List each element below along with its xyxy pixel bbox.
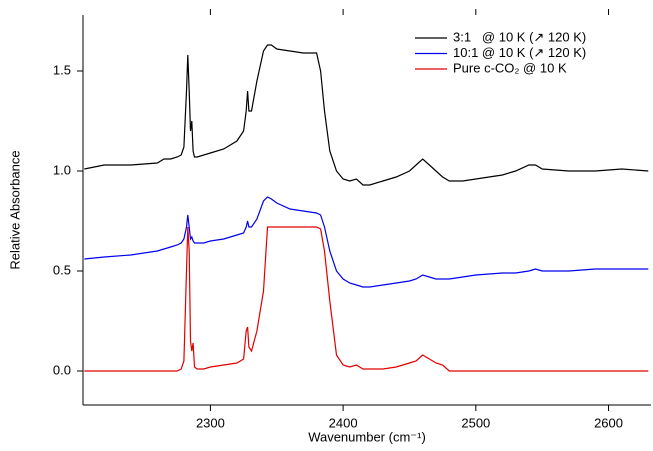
data-line [84,196,649,288]
data-line [84,44,649,186]
y-tick-label: 1.0 [53,162,71,177]
x-tick-label: 2500 [461,415,490,430]
y-tick-label: 0.5 [53,262,71,277]
y-tick-label: 1.5 [53,62,71,77]
legend-label: 10:1 @ 10 K (↗ 120 K) [453,45,586,60]
x-axis-label: Wavenumber (cm⁻¹) [308,429,426,444]
legend-label: Pure c-CO₂ @ 10 K [453,60,567,75]
y-tick-label: 0.0 [53,362,71,377]
y-axis-label: Relative Absorbance [7,150,22,269]
legend-label: 3:1 @ 10 K (↗ 120 K) [453,29,586,44]
x-tick-label: 2300 [196,415,225,430]
x-tick-label: 2600 [594,415,623,430]
data-line [84,226,649,372]
x-tick-label: 2400 [329,415,358,430]
